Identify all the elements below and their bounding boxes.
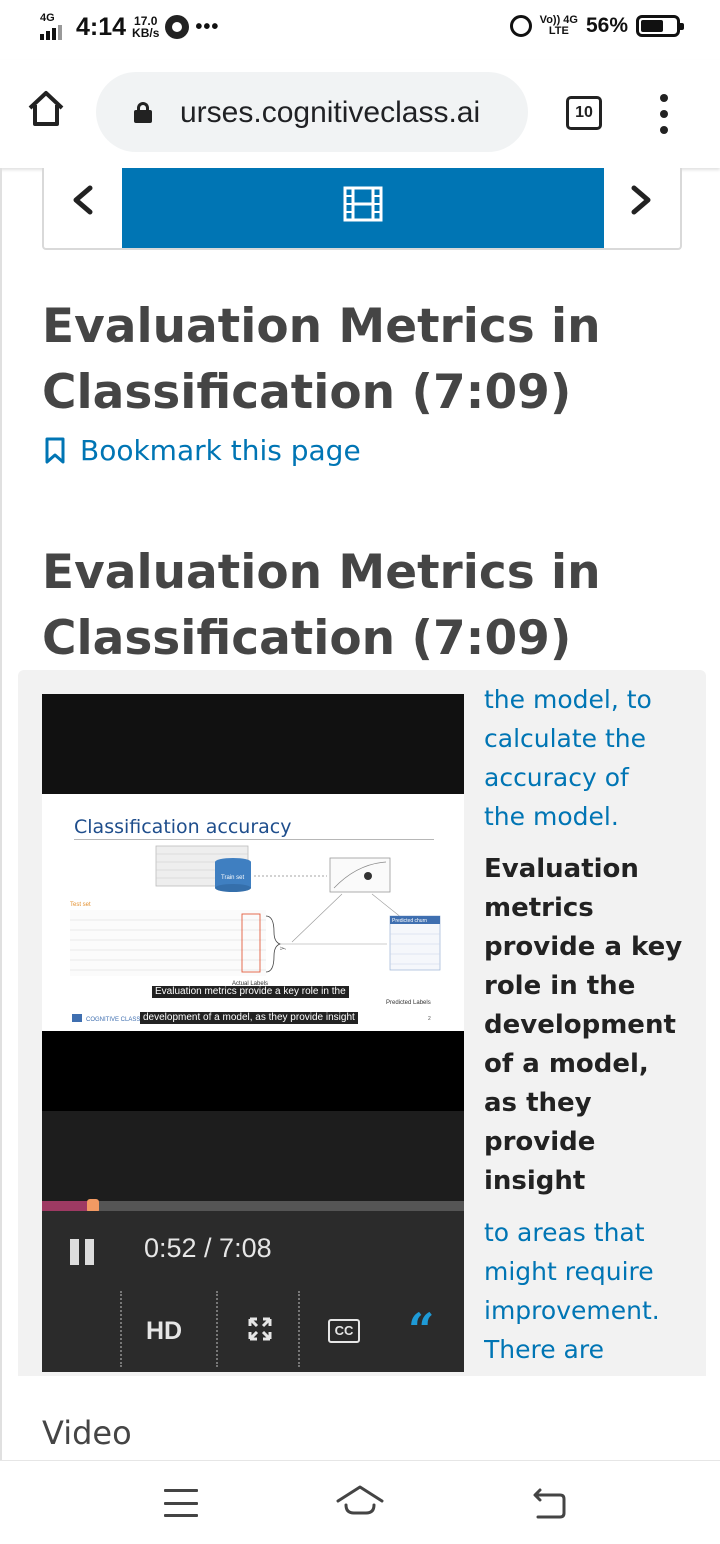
video-player[interactable]: Classification accuracy Train set Test s: [42, 694, 464, 1372]
video-control-bar: 0:52 / 7:08 HD CC “: [42, 1211, 464, 1372]
transcript-line[interactable]: the model.: [484, 802, 619, 831]
video-progress-bar[interactable]: [42, 1199, 464, 1213]
sequence-nav: [42, 168, 682, 250]
active-unit-tab[interactable]: [122, 168, 604, 248]
transcript-line[interactable]: the model, to: [484, 685, 652, 714]
chrome-notification-icon: [165, 15, 190, 39]
slide-logo-text: COGNITIVE CLASS: [86, 1017, 140, 1023]
video-caption-line-1: Evaluation metrics provide a key role in…: [152, 986, 349, 998]
tab-switcher-button[interactable]: 10: [566, 96, 602, 130]
url-text: urses.cognitiveclass.ai: [180, 96, 481, 129]
actual-labels-label: Actual Labels: [232, 981, 268, 987]
video-controls: 0:52 / 7:08 HD CC “: [42, 1111, 464, 1372]
transcript-next-line[interactable]: to areas that might require improvement.…: [484, 1218, 660, 1364]
video-frame: Classification accuracy Train set Test s: [42, 794, 464, 1031]
slide-diagram: Train set Test set y: [70, 845, 441, 1023]
svg-text:y: y: [279, 946, 286, 951]
predicted-churn-label: Predicted churn: [392, 918, 427, 924]
chevron-right-icon: [631, 185, 651, 215]
chevron-left-icon: [73, 185, 93, 215]
video-title: Evaluation Metrics in Classification (7:…: [42, 545, 601, 666]
clock: 4:14: [76, 12, 127, 41]
fullscreen-icon: [248, 1317, 272, 1341]
fullscreen-button[interactable]: [248, 1317, 272, 1341]
video-letterbox-bottom: [42, 1031, 464, 1111]
system-back-button[interactable]: [530, 1485, 568, 1521]
browser-toolbar: urses.cognitiveclass.ai 10: [0, 60, 720, 168]
status-bar: 4G 4:14 17.0 KB/s ••• Vo)) 4G LTE 56%: [0, 0, 720, 60]
previous-unit-button[interactable]: [44, 168, 122, 248]
bookmark-button[interactable]: Bookmark this page: [44, 434, 361, 467]
signal-icon: 4G: [40, 12, 70, 42]
video-block: Classification accuracy Train set Test s: [18, 670, 706, 1376]
home-outline-icon: [336, 1485, 384, 1515]
more-notifications-icon: •••: [195, 15, 220, 38]
home-button[interactable]: [24, 86, 68, 130]
film-icon: [343, 186, 383, 222]
browser-menu-button[interactable]: [656, 94, 672, 134]
back-icon: [533, 1488, 566, 1519]
slide-title: Classification accuracy: [74, 816, 292, 838]
battery-percent: 56%: [585, 14, 628, 37]
closed-captions-button[interactable]: CC: [328, 1319, 360, 1343]
battery-icon: [636, 15, 684, 37]
predicted-labels-label: Predicted Labels: [386, 1000, 431, 1006]
lock-icon: [134, 102, 152, 123]
alarm-icon: [509, 15, 532, 37]
address-bar[interactable]: urses.cognitiveclass.ai: [96, 72, 528, 152]
home-icon: [28, 91, 64, 126]
bookmark-icon: [45, 437, 65, 463]
transcript-line[interactable]: accuracy of: [484, 763, 629, 792]
transcript-current-line[interactable]: Evaluation metrics provide a key role in…: [484, 854, 683, 1196]
video-letterbox-top: [42, 694, 464, 794]
page-edge: [0, 168, 2, 1460]
system-home-button[interactable]: [334, 1483, 386, 1519]
video-progress-handle[interactable]: [87, 1199, 99, 1213]
volte-indicator: Vo)) 4G LTE: [539, 14, 578, 37]
video-caption-line-2: development of a model, as they provide …: [140, 1012, 358, 1024]
train-set-label: Train set: [221, 875, 244, 881]
video-timecode: 0:52 / 7:08: [144, 1233, 272, 1263]
quote-icon: “: [408, 1303, 435, 1357]
recent-apps-button[interactable]: [164, 1489, 198, 1517]
system-navigation-bar: [0, 1460, 720, 1544]
pause-button[interactable]: [70, 1239, 96, 1265]
test-set-label: Test set: [70, 902, 91, 908]
transcript-toggle-button[interactable]: “: [408, 1307, 434, 1353]
slide-page-number: 2: [428, 1016, 431, 1022]
unit-title: Evaluation Metrics in Classification (7:…: [42, 299, 601, 420]
hd-toggle-button[interactable]: HD: [146, 1317, 183, 1345]
network-type: 4G: [40, 12, 55, 24]
video-transcript[interactable]: the model, to calculate the accuracy of …: [484, 680, 704, 1376]
video-progress-fill: [42, 1201, 93, 1211]
bookmark-label: Bookmark this page: [80, 434, 361, 467]
next-unit-button[interactable]: [602, 168, 680, 248]
section-label-video: Video: [42, 1414, 132, 1452]
network-speed: 17.0 KB/s: [132, 14, 160, 40]
transcript-line[interactable]: calculate the: [484, 724, 647, 753]
